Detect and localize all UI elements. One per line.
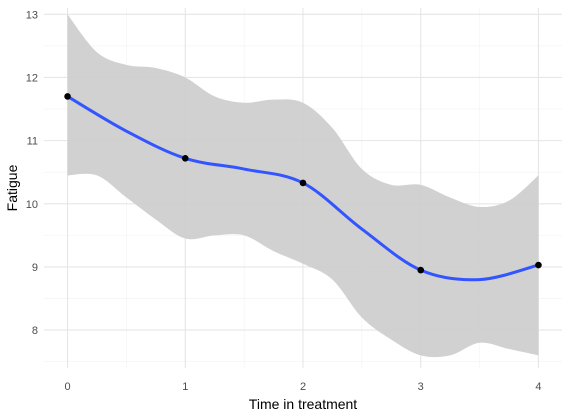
y-tick-label: 13 bbox=[26, 9, 38, 21]
data-point bbox=[181, 155, 189, 162]
x-tick-labels: 0 1 2 3 4 bbox=[64, 381, 541, 393]
data-point bbox=[535, 261, 542, 269]
y-tick-label: 12 bbox=[26, 72, 38, 84]
y-tick-label: 8 bbox=[32, 325, 38, 337]
y-axis-title: Fatigue bbox=[4, 164, 20, 211]
x-tick-label: 4 bbox=[535, 381, 541, 393]
data-points-layer bbox=[64, 93, 542, 274]
x-tick-label: 2 bbox=[300, 381, 306, 393]
x-tick-label: 3 bbox=[418, 381, 424, 393]
x-axis-title: Time in treatment bbox=[249, 396, 358, 412]
data-point bbox=[417, 266, 425, 274]
y-tick-label: 11 bbox=[27, 136, 38, 148]
y-tick-label: 9 bbox=[32, 262, 38, 274]
data-point bbox=[299, 179, 307, 187]
y-tick-labels: 8 9 10 11 12 13 bbox=[26, 9, 38, 337]
x-tick-label: 0 bbox=[64, 381, 70, 393]
y-tick-label: 10 bbox=[26, 199, 38, 211]
data-point bbox=[64, 93, 71, 100]
x-tick-label: 1 bbox=[182, 381, 188, 393]
